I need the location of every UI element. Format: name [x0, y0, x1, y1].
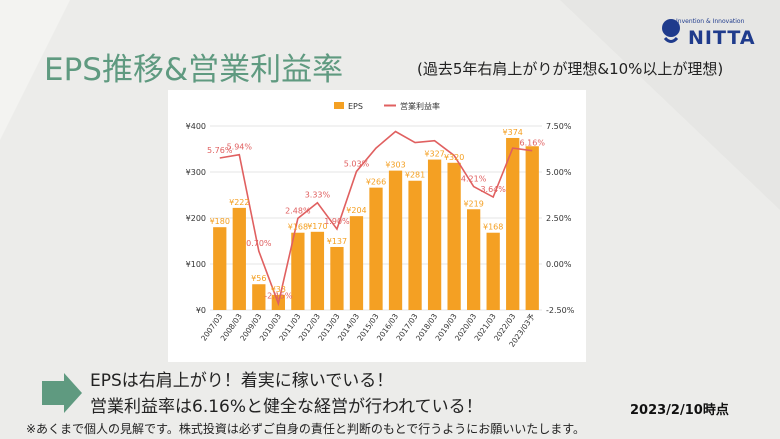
eps-bar — [525, 146, 539, 310]
right-axis-tick-label: 2.50% — [546, 214, 572, 223]
message-line-2: 営業利益率は6.16%と健全な経営が行われている！ — [90, 397, 483, 417]
eps-bar — [447, 162, 461, 310]
left-axis-tick-label: ¥300 — [186, 168, 206, 177]
disclaimer-footnote: ※あくまで個人の見解です。株式投資は必ずご自身の責任と判断のもとで行うようにお願… — [26, 422, 586, 436]
right-axis-tick-label: 5.00% — [546, 168, 572, 177]
margin-data-label: -2.15% — [264, 292, 293, 301]
margin-data-label: 6.16% — [520, 139, 546, 148]
eps-data-label: ¥320 — [444, 153, 464, 162]
eps-data-label: ¥170 — [307, 222, 327, 231]
eps-data-label: ¥222 — [229, 198, 249, 207]
chart-svg: ¥0 ¥100 ¥200 ¥300 ¥400 -2.50% 0.00% 2.50% 5.00% 7… — [186, 101, 575, 349]
margin-data-label: 5.76% — [207, 146, 233, 155]
margin-data-label: 3.64% — [480, 185, 506, 194]
left-axis-tick-label: ¥100 — [186, 260, 206, 269]
as-of-date: 2023/2/10時点 — [630, 403, 729, 418]
legend-label-eps: EPS — [348, 102, 363, 111]
eps-data-label: ¥33 — [271, 285, 286, 294]
eps-bar — [506, 137, 520, 310]
margin-data-label: 1.90% — [324, 217, 350, 226]
eps-data-label: ¥204 — [346, 206, 366, 215]
eps-data-label: ¥168 — [483, 223, 503, 232]
eps-bar — [486, 232, 500, 310]
legend-label-margin: 営業利益率 — [400, 101, 440, 111]
eps-data-label: ¥374 — [503, 128, 523, 137]
eps-bar — [213, 227, 227, 310]
left-axis-tick-label: ¥200 — [186, 214, 206, 223]
eps-bar — [369, 187, 383, 310]
logo-name: NITTA — [688, 27, 756, 49]
eps-bar — [252, 284, 266, 310]
margin-data-label: 2.48% — [285, 206, 311, 215]
eps-data-label: ¥327 — [424, 150, 444, 159]
arrow-icon — [42, 373, 82, 413]
right-axis-tick-label: 7.50% — [546, 122, 572, 131]
nitta-logo — [662, 19, 680, 43]
eps-bar — [330, 246, 344, 310]
page-title: EPS推移&営業利益率 — [44, 52, 344, 88]
eps-data-label: ¥180 — [210, 217, 230, 226]
eps-bar — [232, 207, 246, 310]
eps-bar — [291, 232, 305, 310]
eps-data-label: ¥219 — [463, 199, 483, 208]
right-axis-tick-label: -2.50% — [546, 306, 575, 315]
eps-bar — [349, 216, 364, 310]
page-subtitle: (過去5年右肩上がりが理想&10%以上が理想) — [417, 60, 724, 78]
eps-data-label: ¥137 — [327, 237, 347, 246]
eps-data-label: ¥168 — [288, 223, 308, 232]
eps-bar — [408, 180, 422, 310]
eps-bar — [427, 159, 442, 310]
margin-data-label: 0.70% — [246, 239, 272, 248]
message-line-1: EPSは右肩上がり！着実に稼いでいる！ — [90, 371, 394, 391]
eps-data-label: ¥303 — [385, 161, 405, 170]
eps-data-label: ¥266 — [366, 178, 386, 187]
left-axis-tick-label: ¥0 — [196, 306, 206, 315]
eps-chart: ¥0 ¥100 ¥200 ¥300 ¥400 -2.50% 0.00% 2.50% 5.00% 7… — [168, 90, 586, 362]
eps-bar — [310, 231, 325, 310]
margin-data-label: 5.03% — [344, 159, 370, 168]
margin-data-label: 4.21% — [461, 175, 487, 184]
right-axis-tick-label: 0.00% — [546, 260, 572, 269]
eps-bar — [388, 170, 403, 310]
logo-tagline: Invention & Innovation — [676, 18, 745, 25]
margin-data-label: 3.33% — [305, 191, 331, 200]
margin-data-label: 5.94% — [227, 143, 253, 152]
eps-data-label: ¥56 — [251, 274, 266, 283]
left-axis-tick-label: ¥400 — [186, 122, 206, 131]
eps-bar — [467, 209, 481, 310]
operating-margin-line — [219, 130, 533, 307]
legend-swatch-eps — [334, 102, 344, 109]
eps-data-label: ¥281 — [405, 171, 425, 180]
